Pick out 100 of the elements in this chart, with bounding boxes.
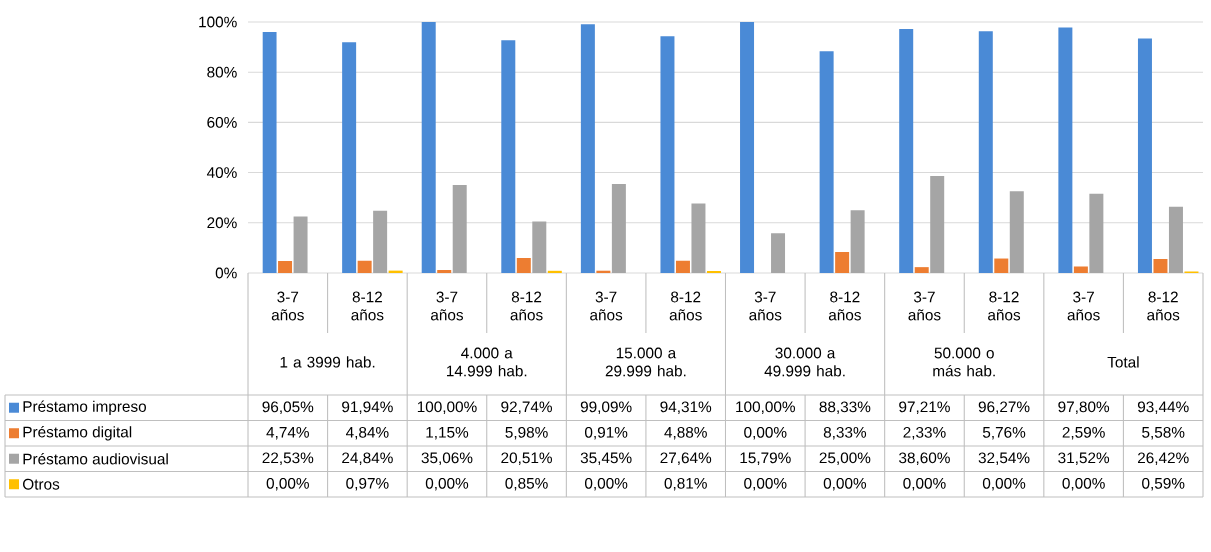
bar — [675, 260, 690, 273]
legend-label: Préstamo impreso — [23, 400, 147, 415]
data-label: 5,76% — [982, 426, 1026, 440]
bar — [501, 40, 516, 273]
data-label: 35,06% — [421, 452, 473, 466]
x-tick-label: 8-12 años — [351, 291, 384, 321]
bar — [1073, 266, 1088, 273]
data-label: 88,33% — [819, 401, 871, 415]
x-tick-label: 8-12 años — [828, 291, 861, 321]
data-label: 5,58% — [1142, 426, 1185, 440]
data-label: 0,59% — [1142, 477, 1185, 491]
bar — [293, 216, 308, 273]
data-label: 0,00% — [823, 477, 867, 491]
bar — [611, 184, 626, 273]
data-label: 15,79% — [740, 452, 791, 466]
bar — [899, 28, 914, 273]
bar — [547, 270, 562, 273]
bar — [660, 36, 675, 273]
text: 1 a 3999 hab. — [280, 356, 375, 368]
x-tick-label: 3-7 años — [908, 291, 941, 321]
bar — [342, 42, 357, 273]
bar — [452, 184, 467, 273]
bar — [706, 270, 721, 273]
bar — [1089, 193, 1104, 273]
legend-label: Préstamo digital — [23, 426, 132, 441]
data-label: 0,00% — [903, 477, 946, 491]
data-label: 4,84% — [346, 426, 389, 440]
bar — [1058, 27, 1073, 273]
data-label: 97,21% — [899, 401, 950, 415]
bar — [1153, 258, 1168, 273]
x-tick-label: 3-7 años — [271, 291, 304, 321]
data-label: 99,09% — [580, 401, 632, 415]
bar — [740, 21, 755, 273]
y-tick-label: 100% — [199, 16, 237, 28]
data-label: 100,00% — [736, 401, 796, 415]
bar — [278, 261, 293, 273]
bar — [1168, 206, 1183, 273]
text: 50.000 o más hab. — [933, 347, 995, 377]
x-tick-label: 3-7 años — [1067, 291, 1100, 321]
data-label: 27,64% — [660, 452, 712, 466]
data-label: 2,59% — [1062, 426, 1105, 440]
y-tick-label: 60% — [207, 116, 237, 128]
x-tick-label: 8-12 años — [510, 291, 543, 321]
text: Total — [1107, 356, 1139, 368]
bar — [1137, 38, 1152, 273]
text: 30.000 a 49.999 hab. — [764, 347, 845, 377]
data-label: 0,00% — [266, 477, 309, 491]
x-tick-label: 8-12 años — [669, 291, 702, 321]
y-tick-label: 20% — [207, 217, 237, 229]
bar — [262, 31, 277, 273]
bar — [835, 252, 850, 273]
bar — [357, 260, 372, 273]
bar — [914, 267, 929, 273]
bar — [421, 21, 436, 273]
data-label: 4,74% — [266, 426, 309, 440]
x-tick-label: 3-7 años — [590, 291, 623, 321]
data-label: 25,00% — [819, 452, 871, 466]
bar — [819, 51, 834, 273]
data-label: 0,00% — [584, 477, 628, 491]
bar — [850, 210, 865, 273]
bar — [691, 203, 706, 273]
bar — [437, 270, 452, 273]
bar — [771, 233, 786, 273]
bar — [580, 24, 595, 273]
bar — [373, 210, 388, 273]
data-label: 96,27% — [978, 401, 1030, 415]
x-tick-label: 3-7 años — [430, 291, 464, 321]
data-label: 35,45% — [580, 452, 632, 466]
data-label: 97,80% — [1058, 401, 1110, 415]
text: 15.000 a 29.999 hab. — [605, 347, 686, 377]
data-label: 0,00% — [425, 477, 469, 491]
data-label: 2,33% — [903, 426, 946, 440]
legend-label: Otros — [23, 478, 60, 490]
data-label: 20,51% — [501, 452, 552, 466]
data-label: 26,42% — [1137, 452, 1189, 466]
data-label: 91,94% — [342, 401, 393, 415]
data-label: 94,31% — [660, 401, 712, 415]
x-tick-label: 8-12 años — [988, 291, 1021, 321]
bar — [994, 258, 1009, 273]
data-label: 0,85% — [505, 477, 548, 491]
legend-label: Préstamo audiovisual — [23, 453, 168, 465]
data-label: 32,54% — [978, 452, 1030, 466]
data-label: 1,15% — [426, 426, 469, 440]
data-label: 96,05% — [262, 401, 314, 415]
y-tick-label: 0% — [215, 267, 237, 279]
data-label: 8,33% — [823, 426, 867, 440]
data-label: 0,00% — [1062, 477, 1105, 491]
data-label: 0,97% — [346, 477, 389, 491]
data-label: 0,81% — [664, 477, 707, 491]
bar — [532, 221, 547, 273]
bar — [978, 31, 993, 273]
data-label: 22,53% — [262, 452, 314, 466]
data-label: 0,00% — [744, 426, 787, 440]
data-label: 100,00% — [417, 401, 477, 415]
x-tick-label: 8-12 años — [1147, 291, 1180, 321]
data-label: 24,84% — [342, 452, 393, 466]
data-label: 93,44% — [1137, 401, 1189, 415]
data-label: 4,88% — [664, 426, 707, 440]
data-label: 92,74% — [501, 401, 552, 415]
bar — [930, 176, 945, 273]
